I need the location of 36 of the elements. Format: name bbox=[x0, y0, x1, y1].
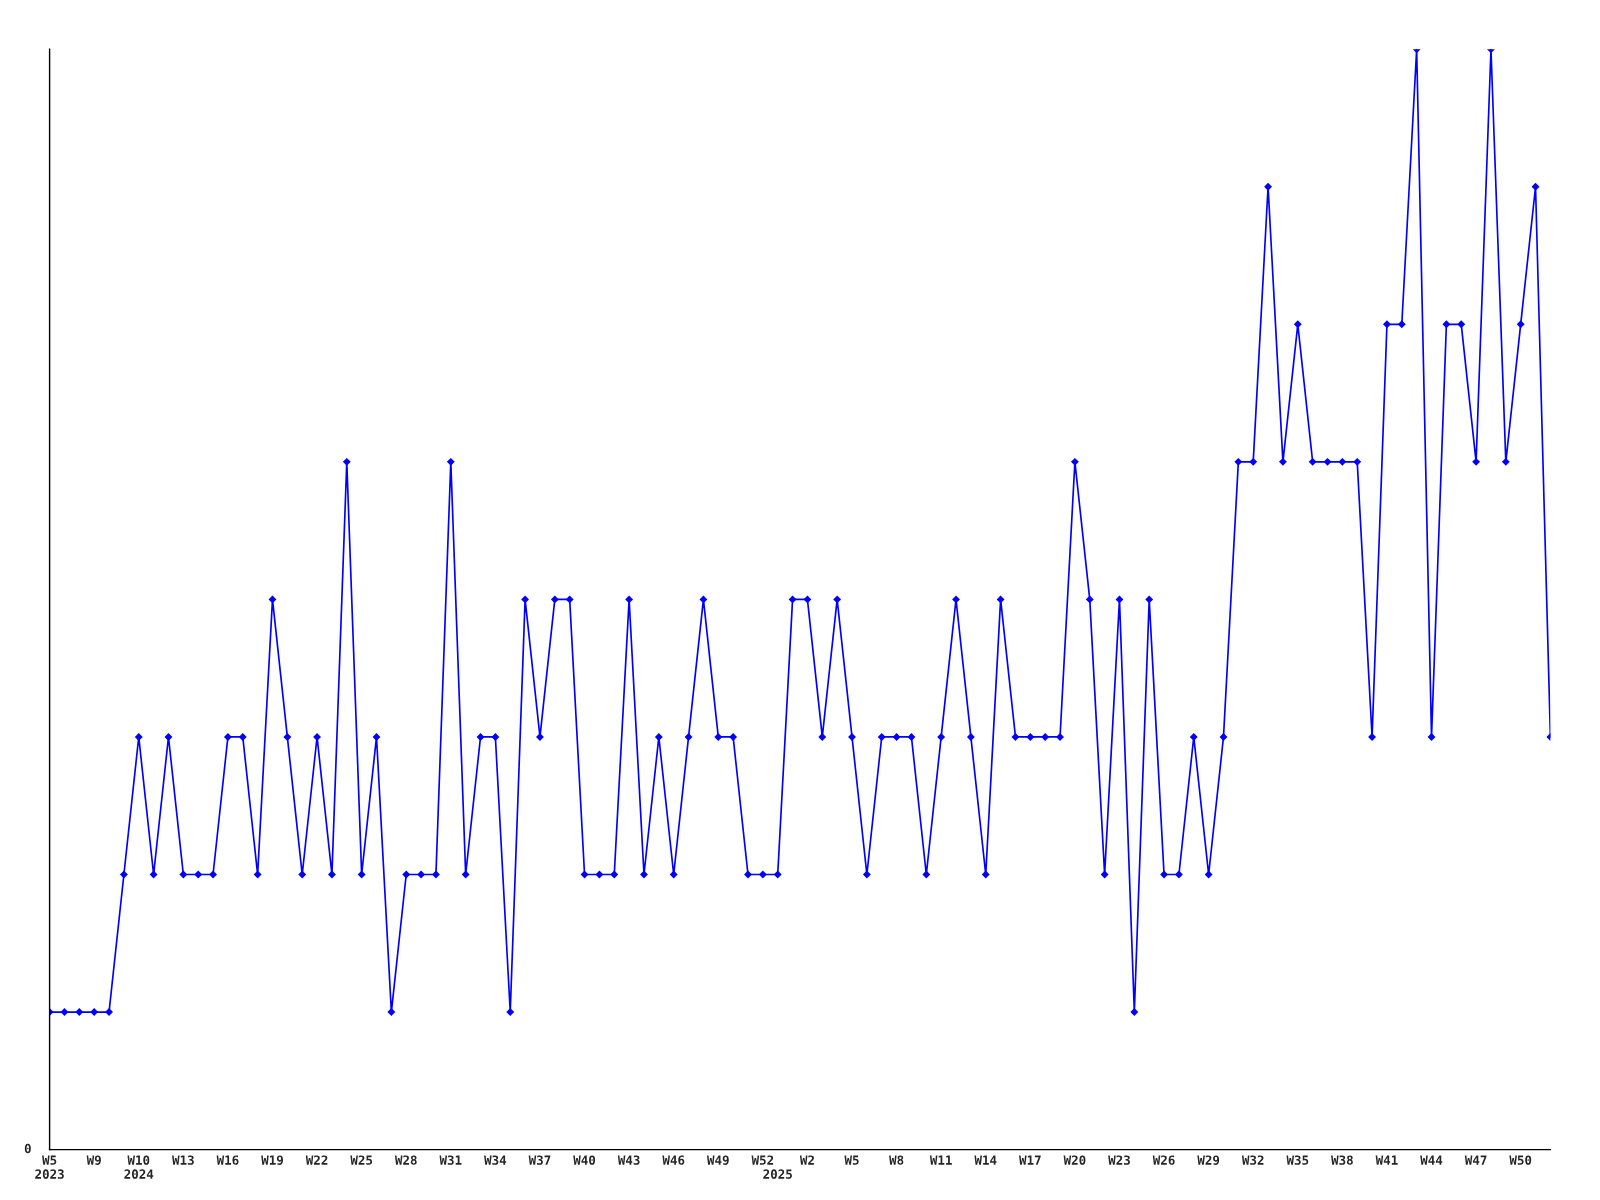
x-tick-label: W38 bbox=[1331, 1155, 1353, 1165]
x-tick-label: W52 bbox=[751, 1155, 774, 1165]
x-tick-label: W32 bbox=[1241, 1155, 1264, 1165]
x-tick-label: W10 2024 bbox=[124, 1155, 154, 1179]
x-tick-label: W46 bbox=[662, 1155, 685, 1165]
x-tick-label: W35 bbox=[1286, 1155, 1309, 1165]
text: 0 bbox=[24, 1143, 31, 1154]
x-tick-label: W23 bbox=[1108, 1155, 1130, 1165]
x-tick-label: 2025 bbox=[763, 1169, 792, 1179]
x-tick-label: W14 bbox=[974, 1155, 997, 1165]
x-tick-label: W13 bbox=[172, 1155, 194, 1165]
x-tick-label: W5 bbox=[844, 1155, 859, 1165]
x-tick-label: W43 bbox=[617, 1155, 640, 1165]
x-tick-label: W44 bbox=[1420, 1155, 1443, 1165]
x-tick-label: W40 bbox=[573, 1155, 596, 1165]
x-tick-label: W16 bbox=[216, 1155, 239, 1165]
x-tick-label: W50 bbox=[1509, 1155, 1532, 1165]
x-tick-label: W9 bbox=[86, 1155, 101, 1165]
x-tick-label: W8 bbox=[889, 1155, 904, 1165]
x-tick-label: W2 bbox=[799, 1155, 814, 1165]
x-tick-label: W41 bbox=[1375, 1155, 1398, 1165]
x-tick-label: W49 bbox=[706, 1155, 729, 1165]
x-tick-label: W19 bbox=[261, 1155, 283, 1165]
x-tick-label: W20 bbox=[1063, 1155, 1086, 1165]
x-tick-label: W28 bbox=[394, 1155, 417, 1165]
x-tick-label: W31 bbox=[439, 1155, 462, 1165]
x-tick-label: W17 bbox=[1019, 1155, 1041, 1165]
x-tick-label: W11 bbox=[929, 1155, 952, 1165]
x-tick-label: W26 bbox=[1152, 1155, 1175, 1165]
x-tick-label: W22 bbox=[305, 1155, 328, 1165]
x-tick-label: W34 bbox=[484, 1155, 507, 1165]
x-tick-label: W29 bbox=[1197, 1155, 1220, 1165]
x-tick-label: W25 bbox=[350, 1155, 373, 1165]
x-tick-label: W37 bbox=[528, 1155, 551, 1165]
x-tick-label: W5 2023 bbox=[35, 1155, 64, 1179]
x-tick-label: W47 bbox=[1464, 1155, 1487, 1165]
